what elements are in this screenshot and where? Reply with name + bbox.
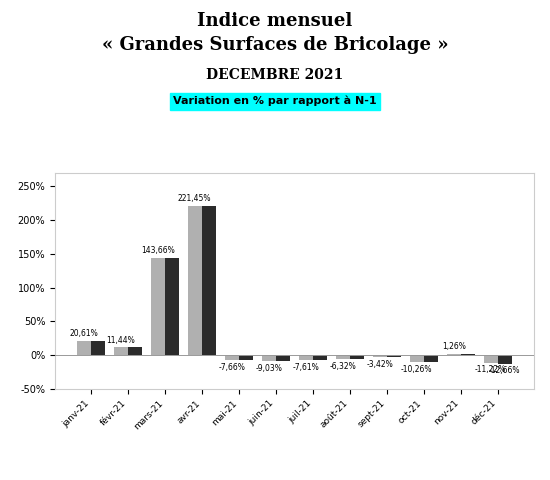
Text: -10,26%: -10,26% — [401, 365, 432, 373]
Text: -12,66%: -12,66% — [489, 366, 520, 375]
Bar — [424, 355, 438, 362]
Bar — [410, 355, 424, 362]
Text: 11,44%: 11,44% — [106, 336, 135, 345]
Text: Indice mensuel: Indice mensuel — [197, 12, 353, 30]
Bar — [91, 341, 105, 355]
Bar — [128, 348, 142, 355]
Text: -7,66%: -7,66% — [218, 363, 245, 372]
Text: 1,26%: 1,26% — [442, 343, 466, 351]
Text: DECEMBRE 2021: DECEMBRE 2021 — [206, 68, 344, 82]
Text: 143,66%: 143,66% — [141, 246, 175, 255]
Text: Variation en % par rapport à N-1: Variation en % par rapport à N-1 — [173, 96, 377, 107]
Bar — [447, 354, 461, 355]
Bar — [336, 355, 350, 360]
Bar — [114, 348, 128, 355]
Bar — [225, 355, 239, 360]
Bar — [262, 355, 276, 361]
Text: -9,03%: -9,03% — [255, 364, 282, 373]
Text: 20,61%: 20,61% — [69, 329, 98, 338]
Bar — [151, 258, 165, 355]
Text: -3,42%: -3,42% — [366, 360, 393, 369]
Bar — [498, 355, 512, 363]
Bar — [313, 355, 327, 360]
Bar — [387, 355, 401, 357]
Text: -7,61%: -7,61% — [293, 363, 319, 372]
Text: -11,22%: -11,22% — [475, 365, 507, 374]
Bar — [373, 355, 387, 357]
Bar — [276, 355, 290, 361]
Bar — [483, 355, 498, 362]
Text: « Grandes Surfaces de Bricolage »: « Grandes Surfaces de Bricolage » — [102, 36, 448, 54]
Bar — [239, 355, 253, 360]
Bar — [188, 205, 202, 355]
Bar — [165, 258, 179, 355]
Text: -6,32%: -6,32% — [329, 362, 356, 371]
Bar — [350, 355, 364, 360]
Bar — [202, 205, 216, 355]
Text: 221,45%: 221,45% — [178, 194, 212, 203]
Bar — [299, 355, 313, 360]
Bar — [461, 354, 475, 355]
Bar — [77, 341, 91, 355]
